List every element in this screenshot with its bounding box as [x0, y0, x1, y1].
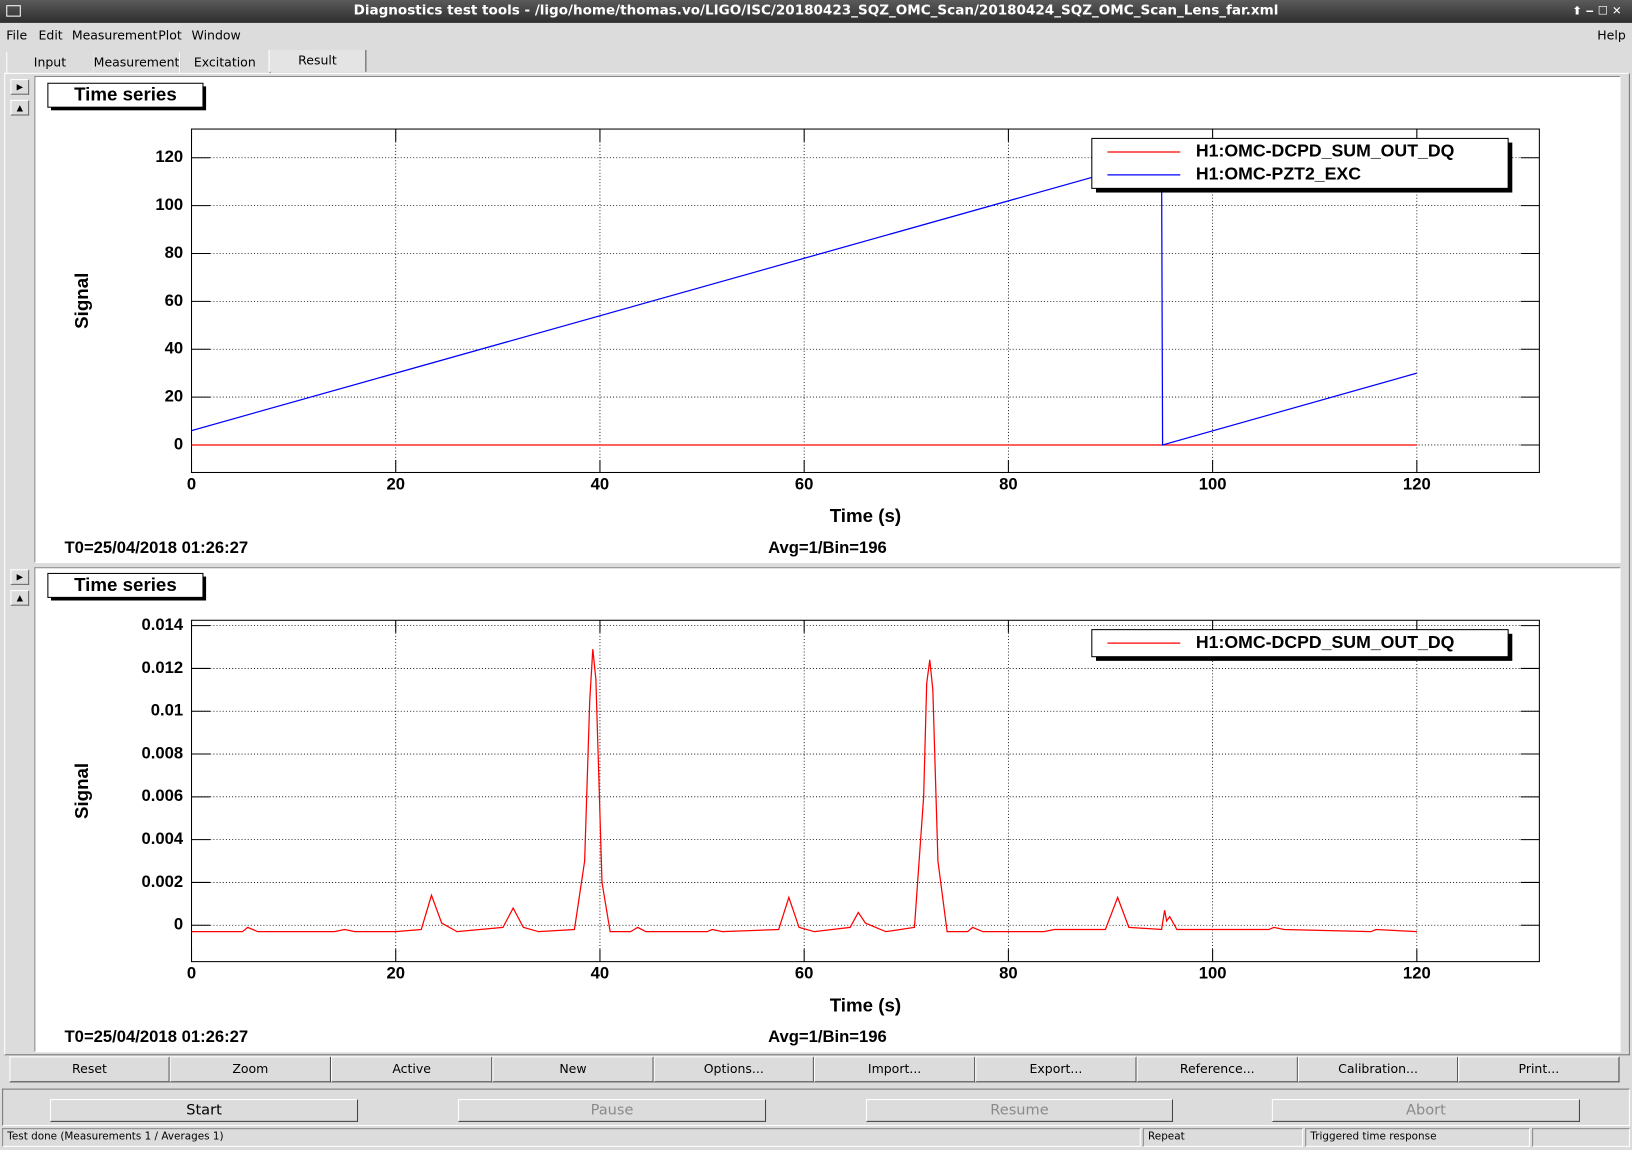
annotation: Avg=1/Bin=196: [768, 538, 887, 557]
x-axis-title: Time (s): [830, 994, 901, 1015]
y-tick-label: 0: [174, 434, 183, 453]
y-tick-label: 0.002: [142, 872, 184, 891]
y-tick-label: 100: [155, 195, 183, 214]
title-box: [47, 82, 204, 108]
x-tick-label: 100: [1199, 474, 1227, 493]
y-tick-label: 0.004: [142, 829, 184, 848]
y-tick-label: 0.008: [142, 743, 184, 762]
series-line: [191, 156, 1418, 446]
chart-title: Time series: [74, 84, 177, 105]
x-axis-title: Time (s): [830, 505, 901, 526]
title-box: [47, 572, 204, 598]
status-text: Repeat: [1142, 1128, 1304, 1147]
plot-button[interactable]: Import...: [813, 1056, 976, 1083]
run-button[interactable]: Start: [49, 1099, 359, 1122]
window-controls[interactable]: ⬆ ‒ ☐ ✕: [1572, 4, 1622, 18]
expand-button[interactable]: ▶: [10, 79, 30, 95]
x-tick-label: 20: [386, 964, 405, 983]
plot-button[interactable]: New: [492, 1056, 654, 1083]
menu-item[interactable]: Help: [1597, 28, 1626, 43]
expand-button[interactable]: ▶: [10, 569, 30, 585]
window-title: Diagnostics test tools - /ligo/home/thom…: [353, 3, 1279, 19]
x-tick-label: 0: [187, 964, 196, 983]
y-axis-title: Signal: [71, 273, 92, 329]
x-tick-label: 60: [795, 964, 814, 983]
plot-button[interactable]: Reference...: [1136, 1056, 1298, 1083]
y-tick-label: 0.006: [142, 786, 184, 805]
plot-button[interactable]: Options...: [653, 1056, 814, 1083]
annotation: T0=25/04/2018 01:26:27: [65, 538, 249, 557]
status-text: Triggered time response: [1305, 1128, 1530, 1147]
y-tick-label: 0: [174, 915, 183, 934]
y-axis-title: Signal: [71, 763, 92, 819]
title-bar: Diagnostics test tools - /ligo/home/thom…: [0, 0, 1632, 23]
plot-button[interactable]: Calibration...: [1297, 1056, 1459, 1083]
run-button[interactable]: Resume: [865, 1099, 1173, 1122]
plot-button[interactable]: Active: [330, 1056, 493, 1083]
x-tick-label: 20: [386, 474, 405, 493]
status-field: [1532, 1128, 1630, 1147]
y-tick-label: 20: [165, 386, 184, 405]
menu-item[interactable]: Plot: [158, 28, 182, 43]
series-line: [191, 649, 1417, 933]
x-tick-label: 80: [999, 474, 1018, 493]
plot-frame: [190, 128, 1540, 474]
collapse-button[interactable]: ▲: [10, 590, 30, 606]
plot-button[interactable]: Export...: [975, 1056, 1137, 1083]
x-tick-label: 80: [999, 964, 1018, 983]
plot-button[interactable]: Reset: [9, 1056, 170, 1083]
legend-label: H1:OMC-PZT2_EXC: [1196, 164, 1361, 184]
collapse-button[interactable]: ▲: [10, 99, 30, 116]
menu-item[interactable]: Measurement: [71, 28, 158, 43]
menu-item[interactable]: Edit: [38, 28, 63, 43]
x-tick-label: 120: [1403, 474, 1431, 493]
y-tick-label: 40: [165, 339, 184, 358]
run-button[interactable]: Abort: [1271, 1099, 1580, 1122]
annotation: Avg=1/Bin=196: [768, 1027, 887, 1046]
run-group: [2, 1088, 1630, 1127]
legend-label: H1:OMC-DCPD_SUM_OUT_DQ: [1196, 141, 1455, 161]
x-tick-label: 100: [1199, 964, 1227, 983]
legend: [1091, 137, 1509, 189]
y-tick-label: 120: [155, 147, 183, 166]
run-button[interactable]: Pause: [457, 1099, 767, 1122]
y-tick-label: 80: [165, 243, 184, 262]
y-tick-label: 0.014: [142, 615, 184, 634]
tab-body: [4, 72, 1630, 1056]
y-tick-label: 0.01: [151, 701, 183, 720]
x-tick-label: 60: [795, 474, 814, 493]
x-tick-label: 40: [591, 474, 610, 493]
plot-frame: [190, 619, 1540, 963]
menu-item[interactable]: File: [6, 28, 28, 43]
plot-button[interactable]: Zoom: [169, 1056, 331, 1083]
x-tick-label: 0: [187, 474, 196, 493]
annotation: T0=25/04/2018 01:26:27: [65, 1027, 249, 1046]
tab-selected[interactable]: Result: [268, 49, 367, 72]
window-icon[interactable]: [6, 5, 21, 17]
plot-button[interactable]: Print...: [1458, 1056, 1620, 1083]
y-tick-label: 0.012: [142, 658, 184, 677]
menu-bar: File Edit Measurement Plot Window Help: [0, 23, 1632, 48]
x-tick-label: 40: [591, 964, 610, 983]
x-tick-label: 120: [1403, 964, 1431, 983]
chart-title: Time series: [74, 574, 177, 595]
menu-item[interactable]: Window: [191, 28, 241, 43]
y-tick-label: 60: [165, 291, 184, 310]
legend-label: H1:OMC-DCPD_SUM_OUT_DQ: [1196, 632, 1455, 652]
status-text: Test done (Measurements 1 / Averages 1): [2, 1128, 1141, 1147]
